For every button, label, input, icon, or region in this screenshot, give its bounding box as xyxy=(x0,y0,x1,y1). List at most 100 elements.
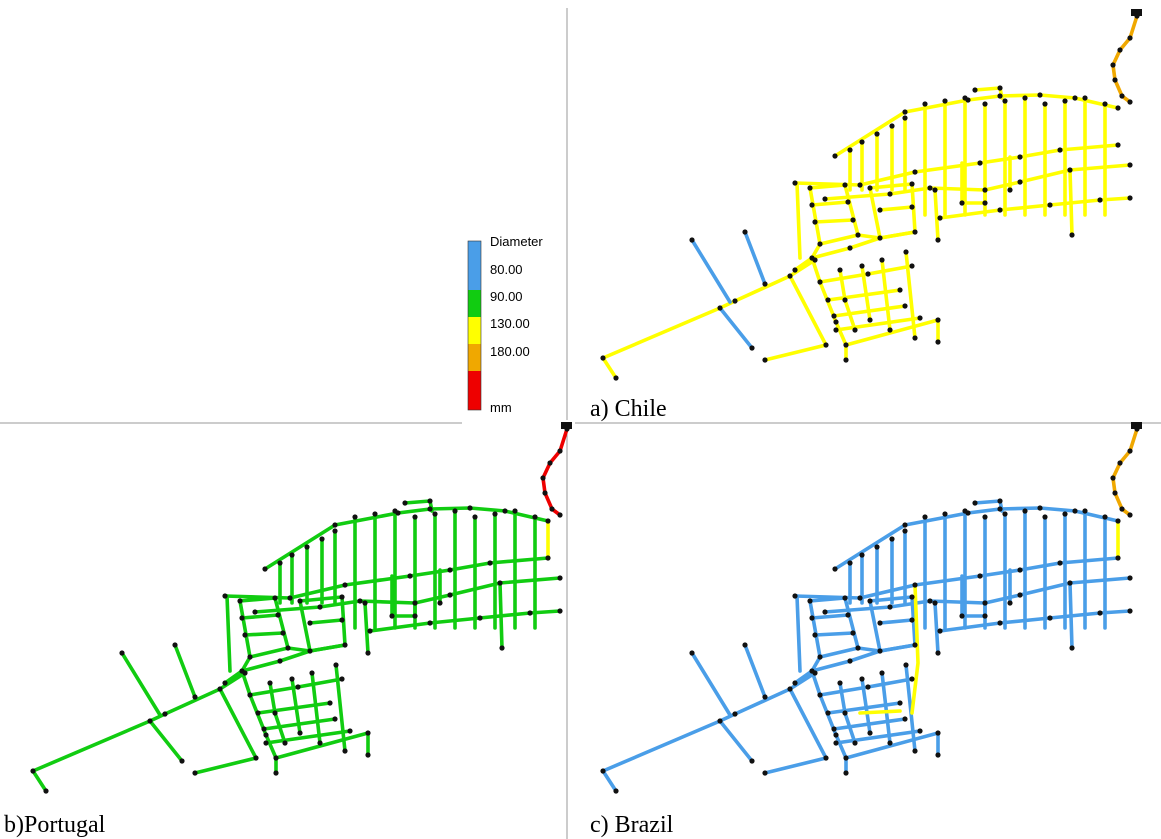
junction-node xyxy=(1110,475,1116,481)
junction-node xyxy=(997,85,1003,91)
junction-node xyxy=(982,514,988,520)
junction-node xyxy=(833,319,839,325)
junction-node xyxy=(547,460,553,466)
junction-node xyxy=(903,249,909,255)
pipe-29 xyxy=(933,188,940,242)
junction-node xyxy=(912,582,918,588)
pipe-22 xyxy=(960,574,987,618)
junction-node xyxy=(1110,62,1116,68)
junction-node xyxy=(807,185,813,191)
junction-node xyxy=(437,600,443,606)
pipe-36 xyxy=(826,288,902,302)
pipe-spur-1 xyxy=(743,230,767,286)
junction-node xyxy=(857,182,863,188)
junction-node xyxy=(859,552,865,558)
pipe-24 xyxy=(808,596,860,659)
junction-node xyxy=(859,676,865,682)
legend-swatches xyxy=(467,240,482,411)
junction-node xyxy=(600,768,606,774)
junction-node xyxy=(1017,592,1023,598)
junction-node xyxy=(889,536,895,542)
junction-node xyxy=(295,684,301,690)
pipe-22 xyxy=(960,161,987,205)
junction-node xyxy=(297,598,303,604)
junction-node xyxy=(845,612,851,618)
junction-node xyxy=(867,730,873,736)
pipe-28 xyxy=(878,205,914,212)
junction-node xyxy=(879,670,885,676)
junction-node xyxy=(289,676,295,682)
junction-node xyxy=(1042,101,1048,107)
pipe-spur-0 xyxy=(120,651,162,717)
junction-node xyxy=(247,654,253,660)
pipe-spur-2 xyxy=(718,719,754,763)
junction-node xyxy=(342,582,348,588)
junction-node xyxy=(412,514,418,520)
network-panel-brazil xyxy=(600,422,1142,794)
pipe-36 xyxy=(256,701,332,715)
junction-node xyxy=(272,595,278,601)
junction-node xyxy=(332,522,338,528)
junction-node xyxy=(902,109,908,115)
pipe-24 xyxy=(808,183,860,246)
junction-node xyxy=(1002,98,1008,104)
junction-node xyxy=(855,645,861,651)
junction-node xyxy=(822,196,828,202)
junction-node xyxy=(319,536,325,542)
junction-node xyxy=(982,613,988,619)
pipe-44 xyxy=(218,687,258,760)
junction-node xyxy=(1127,195,1133,201)
junction-node xyxy=(247,692,253,698)
pipe-32 xyxy=(810,643,917,673)
junction-node xyxy=(147,718,153,724)
junction-node xyxy=(742,642,748,648)
pipe-29 xyxy=(363,601,370,655)
legend-label-90: 90.00 xyxy=(490,289,523,304)
pipe-main xyxy=(601,671,817,773)
junction-node xyxy=(749,758,755,764)
junction-node xyxy=(347,728,353,734)
pipe-28 xyxy=(878,618,914,625)
junction-node xyxy=(545,518,551,524)
junction-node xyxy=(273,755,279,761)
junction-node xyxy=(874,544,880,550)
junction-node xyxy=(427,506,433,512)
junction-node xyxy=(812,219,818,225)
junction-node xyxy=(162,711,168,717)
pipe-31 xyxy=(810,655,822,673)
junction-node xyxy=(253,755,259,761)
junction-node xyxy=(239,615,245,621)
junction-node xyxy=(1082,508,1088,514)
junction-node xyxy=(865,684,871,690)
junction-node xyxy=(1102,101,1108,107)
pipe-25 xyxy=(240,613,280,620)
pipe-40 xyxy=(860,264,872,322)
junction-node xyxy=(1047,202,1053,208)
junction-node xyxy=(877,648,883,654)
reservoir-icon xyxy=(561,422,572,429)
junction-node xyxy=(1127,35,1133,41)
junction-node xyxy=(1067,580,1073,586)
legend-frame xyxy=(467,240,482,411)
junction-node xyxy=(242,632,248,638)
junction-node xyxy=(932,187,938,193)
junction-node xyxy=(935,317,941,323)
junction-node xyxy=(932,600,938,606)
junction-node xyxy=(997,506,1003,512)
junction-node xyxy=(937,215,943,221)
diameter-legend: Diameter 80.00 90.00 130.00 180.00 mm xyxy=(467,234,543,415)
junction-node xyxy=(917,728,923,734)
junction-node xyxy=(887,191,893,197)
junction-node xyxy=(909,617,915,623)
pipe-spur-2 xyxy=(148,719,184,763)
junction-node xyxy=(339,617,345,623)
junction-node xyxy=(922,514,928,520)
pipe-26 xyxy=(813,631,855,637)
junction-node xyxy=(1047,615,1053,621)
junction-node xyxy=(1057,147,1063,153)
reservoir-icon xyxy=(1131,9,1142,16)
junction-node xyxy=(357,598,363,604)
junction-node xyxy=(917,315,923,321)
junction-node xyxy=(452,508,458,514)
